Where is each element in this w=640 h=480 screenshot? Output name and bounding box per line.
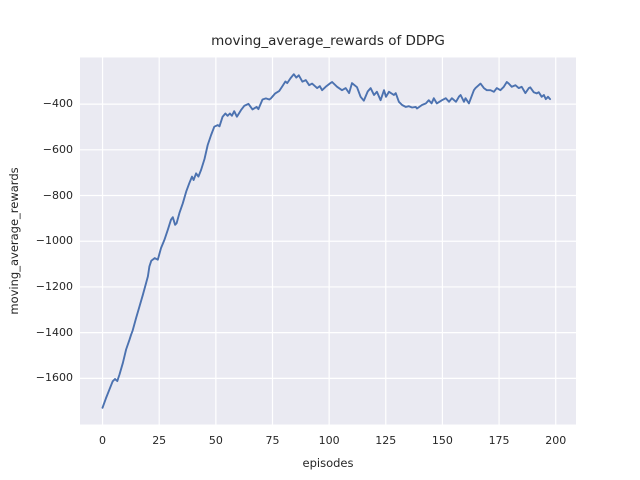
x-tick-label: 200: [545, 434, 567, 447]
y-tick-label: −400: [42, 97, 73, 111]
x-tick-label: 125: [375, 434, 397, 447]
x-tick-label: 25: [152, 434, 167, 447]
x-axis-label: episodes: [302, 456, 354, 470]
x-tick-label: 50: [208, 434, 223, 447]
y-tick-label: −1000: [35, 234, 73, 248]
chart-title: moving_average_rewards of DDPG: [211, 33, 445, 49]
y-tick-label: −1400: [35, 325, 73, 339]
y-tick-label: −1200: [35, 279, 73, 293]
y-tick-label: −1600: [35, 371, 73, 385]
x-tick-label: 175: [488, 434, 510, 447]
reward-line: [101, 73, 552, 409]
x-tick-label: 100: [318, 434, 340, 447]
y-tick-label: −800: [42, 188, 73, 202]
y-tick-label: −600: [42, 142, 73, 156]
x-tick-label: 150: [431, 434, 453, 447]
x-tick-label: 0: [99, 434, 107, 447]
x-tick-label: 75: [265, 434, 280, 447]
